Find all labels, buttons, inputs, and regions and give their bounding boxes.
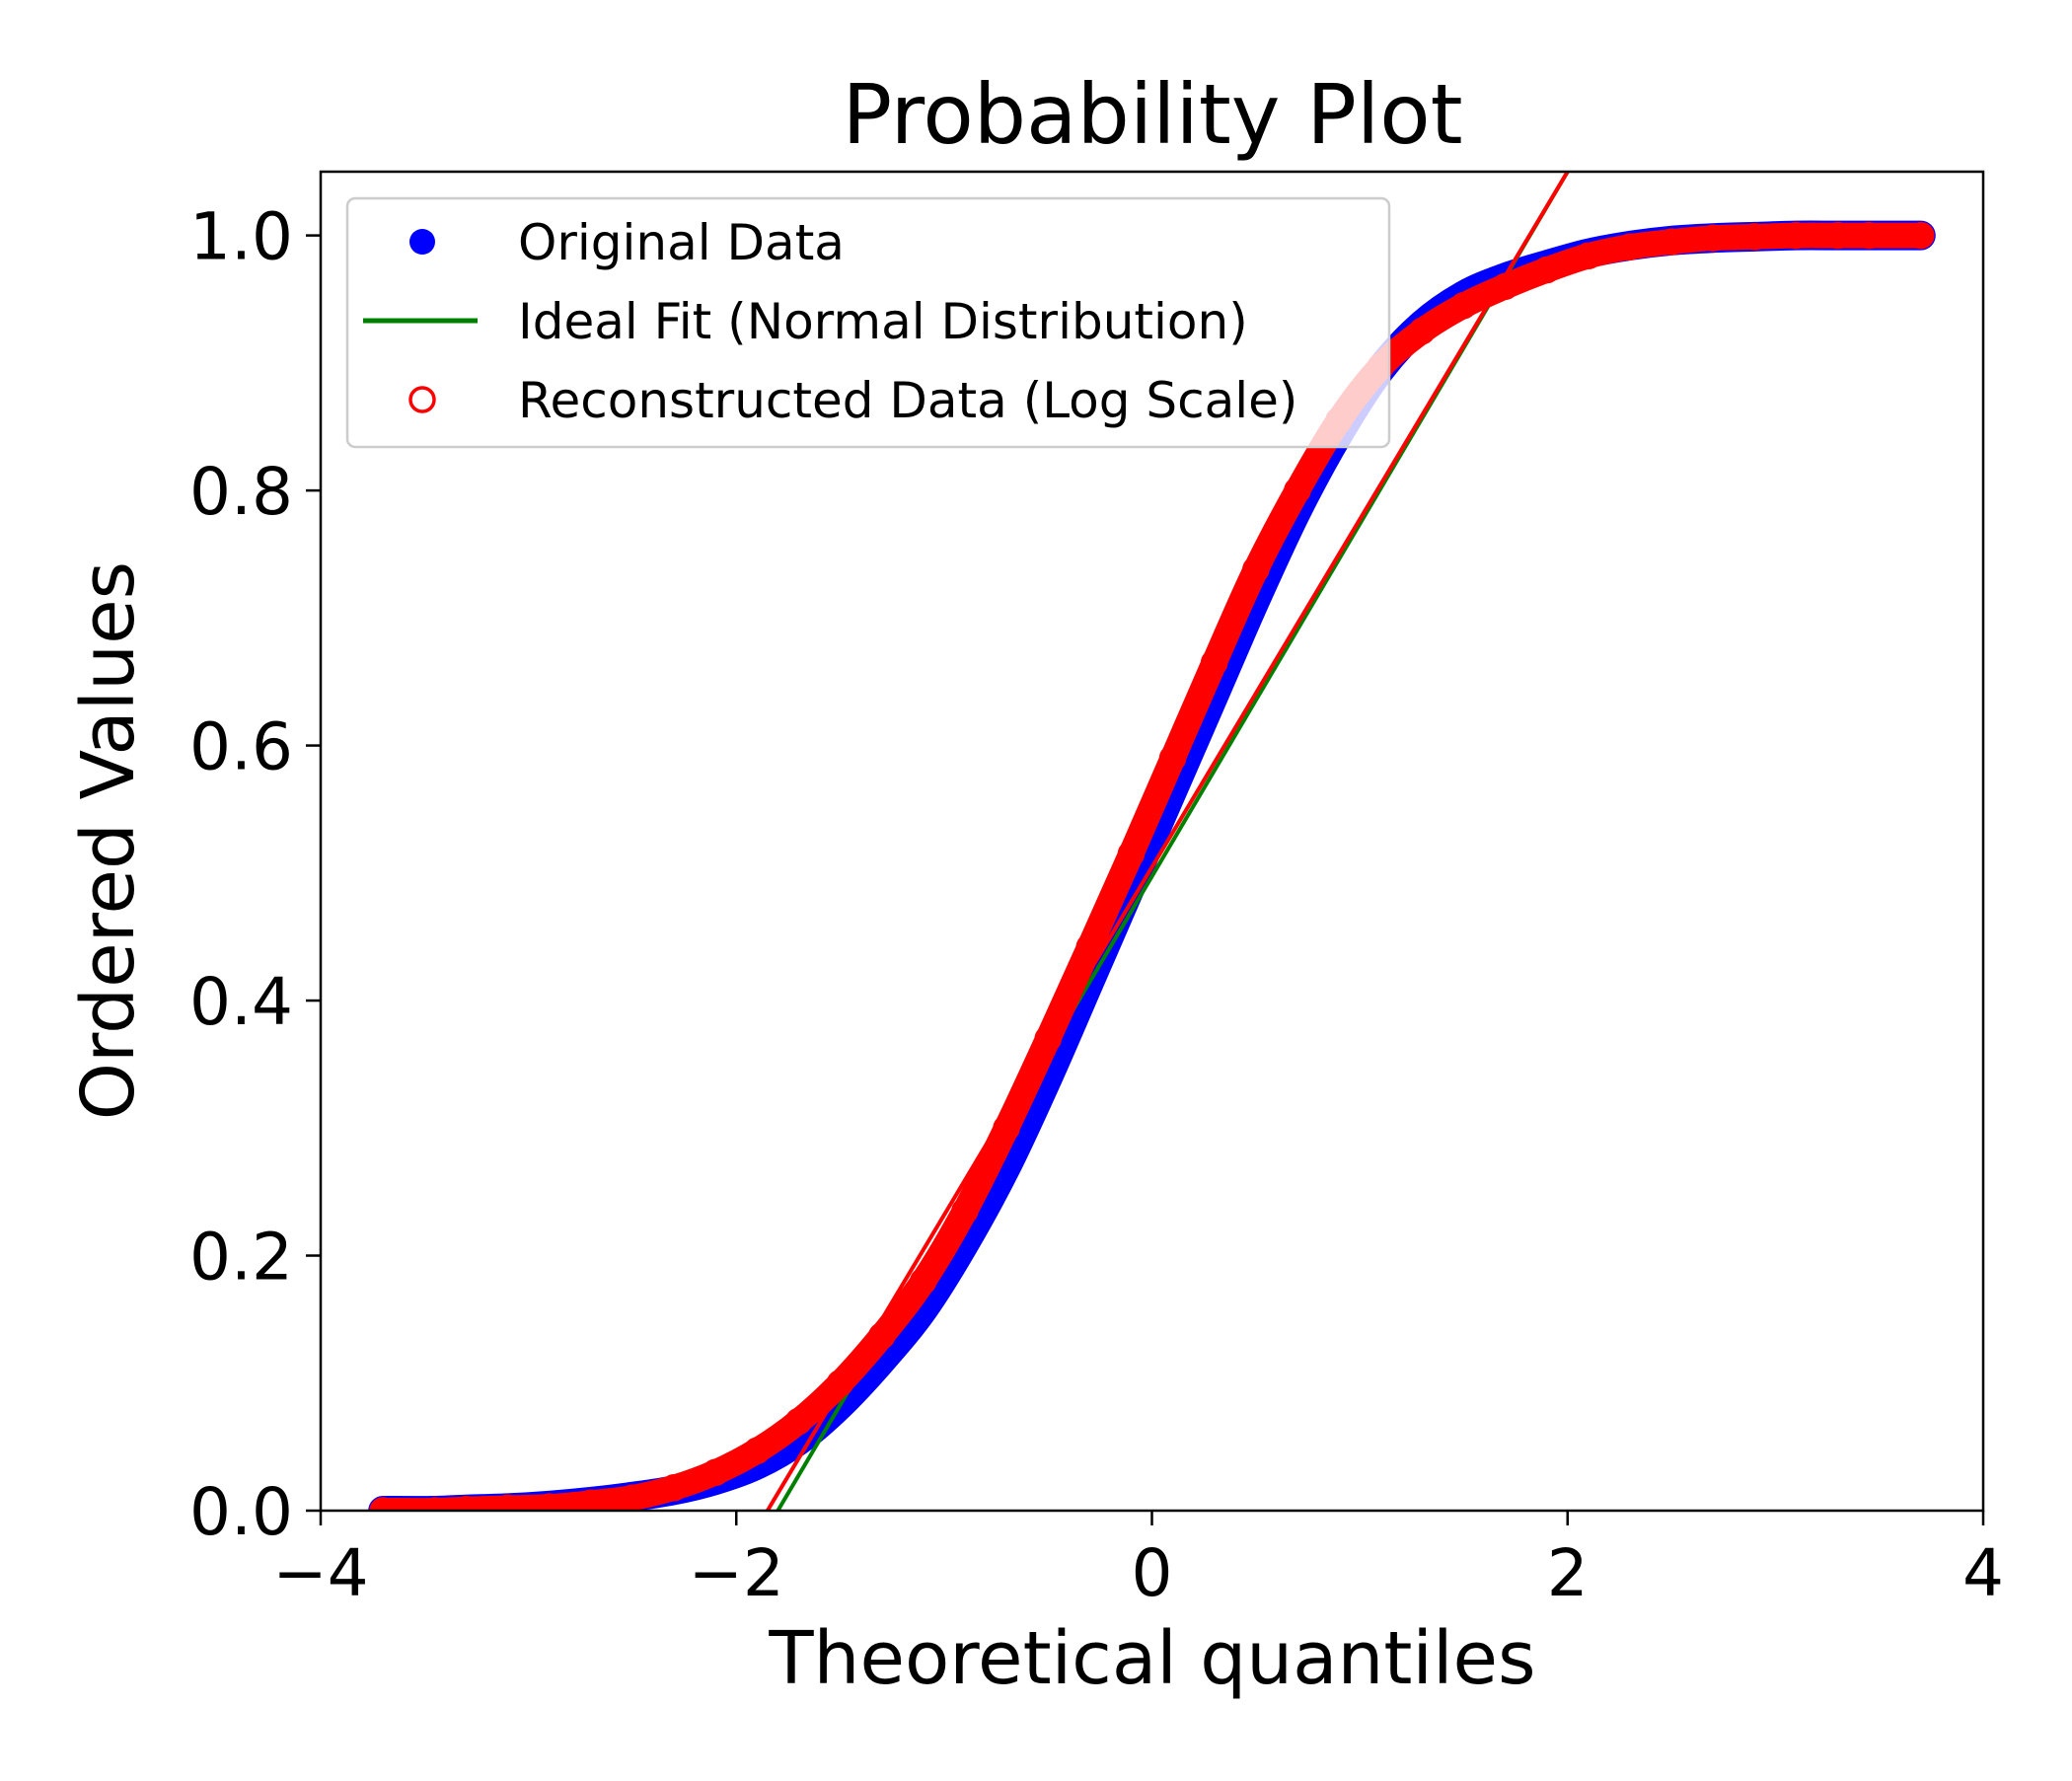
series-2-point — [369, 1497, 397, 1511]
series-2-point — [1408, 317, 1437, 345]
series-2-point — [577, 1489, 605, 1511]
series-2-point — [826, 1370, 854, 1397]
y-tick-label: 0.0 — [189, 1474, 293, 1550]
series-2-point — [910, 1267, 937, 1296]
series-2-point — [1117, 840, 1146, 868]
y-tick-label: 0.8 — [189, 454, 293, 530]
series-2-point — [784, 1407, 813, 1436]
series-2-point — [1075, 933, 1104, 961]
x-axis-label: Theoretical quantiles — [768, 1616, 1535, 1701]
y-axis-label: Ordered Values — [66, 561, 151, 1120]
series-2-point — [660, 1473, 688, 1502]
series-3-line — [766, 172, 1570, 1511]
series-2-point — [1449, 291, 1478, 320]
legend-marker-original-data — [409, 229, 435, 255]
y-axis: 0.0 0.2 0.4 0.6 0.8 1.0 — [189, 199, 321, 1550]
series-2-point — [1616, 233, 1644, 261]
x-tick-label: −4 — [272, 1535, 368, 1611]
series-2-point — [1782, 221, 1811, 250]
series-2-point — [452, 1495, 481, 1511]
y-tick-label: 1.0 — [189, 199, 293, 275]
series-2-point — [1532, 256, 1561, 284]
series-2-point — [1200, 648, 1228, 677]
series-2-point — [702, 1458, 729, 1486]
y-tick-label: 0.2 — [189, 1220, 293, 1296]
series-2-point — [1284, 477, 1311, 504]
y-tick-label: 0.4 — [189, 964, 293, 1040]
series-2-point — [1034, 1025, 1062, 1053]
series-2-point — [1242, 556, 1270, 583]
series-2-point — [1823, 221, 1852, 250]
series-2-point — [1855, 221, 1883, 250]
series-2-point — [1575, 242, 1602, 270]
legend-label-original-data: Original Data — [518, 214, 845, 271]
legend: Original Data Ideal Fit (Normal Distribu… — [345, 196, 1391, 449]
chart-title: Probability Plot — [842, 66, 1462, 163]
series-2-point — [993, 1114, 1020, 1143]
series-2-point — [867, 1322, 896, 1350]
series-2-marker-band — [370, 222, 1934, 1511]
series-2-point — [493, 1494, 522, 1511]
series-2-point — [1158, 744, 1187, 773]
x-tick-label: 2 — [1547, 1535, 1589, 1611]
series-2-point — [1699, 224, 1727, 252]
legend-box — [345, 196, 1391, 449]
legend-label-reconstructed-data: Reconstructed Data (Log Scale) — [518, 372, 1297, 429]
x-tick-label: −2 — [689, 1535, 784, 1611]
y-tick-label: 0.6 — [189, 709, 293, 785]
x-axis: −4 −2 0 2 4 — [272, 1511, 2004, 1611]
series-2-point — [1740, 223, 1769, 251]
x-tick-label: 0 — [1132, 1535, 1173, 1611]
x-tick-label: 4 — [1962, 1535, 2004, 1611]
series-2-point — [1491, 272, 1519, 301]
legend-marker-reconstructed-data — [408, 386, 436, 413]
series-2-point — [535, 1493, 563, 1511]
series-2-point — [951, 1197, 979, 1225]
legend-label-ideal-fit: Ideal Fit (Normal Distribution) — [518, 293, 1248, 350]
series-2-point — [743, 1437, 772, 1465]
series-2-point — [1658, 228, 1685, 256]
plot-area — [368, 172, 1936, 1511]
series-2-point — [421, 1497, 449, 1511]
series-2-point — [1907, 221, 1935, 250]
